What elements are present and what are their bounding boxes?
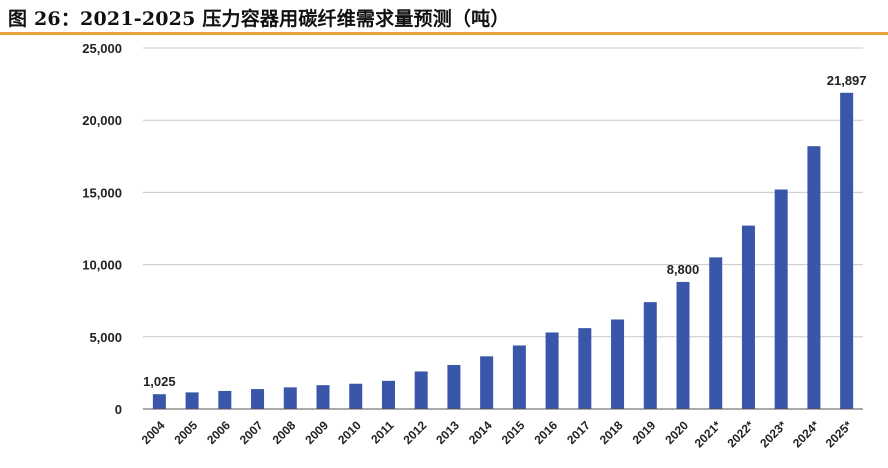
figure-title: 图 26：2021-2025 压力容器用碳纤维需求量预测（吨） [8,8,510,30]
bar [349,383,363,409]
y-tick-label: 20,000 [82,113,122,128]
bar [643,302,657,409]
x-tick-label: 2017 [564,418,593,447]
x-tick-label: 2016 [531,418,560,447]
bar [447,364,461,409]
bar [414,371,428,409]
x-tick-label: 2018 [597,418,626,447]
bar [283,387,297,409]
bar [774,189,788,409]
x-tick-label: 2015 [499,418,528,447]
x-axis-tick-labels: 2004 2005 2006 2007 2008 2009 2010 2011 2012 2013… [139,418,855,450]
x-tick-label: 2022* [724,418,756,450]
y-tick-label: 15,000 [82,185,122,200]
bar [251,389,265,409]
x-tick-label: 2020 [662,418,691,447]
bar [741,225,755,409]
bar [676,281,690,409]
x-tick-label: 2009 [302,418,331,447]
x-tick-label: 2004 [139,418,168,447]
x-tick-label: 2006 [204,418,233,447]
bar [840,92,854,410]
y-tick-label: 25,000 [82,41,122,56]
bar [807,146,821,409]
bar [545,332,559,409]
bar [152,394,166,409]
x-tick-label: 2014 [466,418,495,447]
x-tick-label: 2007 [237,418,266,447]
bar [512,345,526,409]
bar [316,385,330,409]
y-tick-label: 10,000 [82,258,122,273]
y-axis-tick-labels: 0 5,000 10,000 15,000 20,000 25,000 [82,41,122,417]
title-rule [0,32,888,35]
x-tick-label: 2005 [171,418,200,447]
data-label: 1,025 [143,374,176,389]
bar [578,328,592,409]
y-tick-label: 0 [115,402,122,417]
x-tick-label: 2013 [433,418,462,447]
x-tick-label: 2011 [368,418,397,447]
x-tick-label: 2019 [630,418,659,447]
x-tick-label: 2012 [401,418,430,447]
data-label: 8,800 [667,262,700,277]
x-tick-label: 2021* [692,418,724,450]
x-tick-label: 2008 [270,418,299,447]
bars [152,92,854,410]
x-tick-label: 2024* [790,418,822,450]
gridlines [143,47,863,338]
bar [185,392,199,409]
bar [218,390,232,409]
x-tick-label: 2023* [757,418,789,450]
bar [480,356,494,409]
y-tick-label: 5,000 [89,330,122,345]
bar [611,319,625,409]
x-tick-label: 2025* [823,418,855,450]
bar [381,380,395,409]
data-labels: 1,025 8,800 21,897 [143,73,866,389]
x-tick-label: 2010 [335,418,364,447]
data-label: 21,897 [827,73,867,88]
bar [709,257,723,409]
